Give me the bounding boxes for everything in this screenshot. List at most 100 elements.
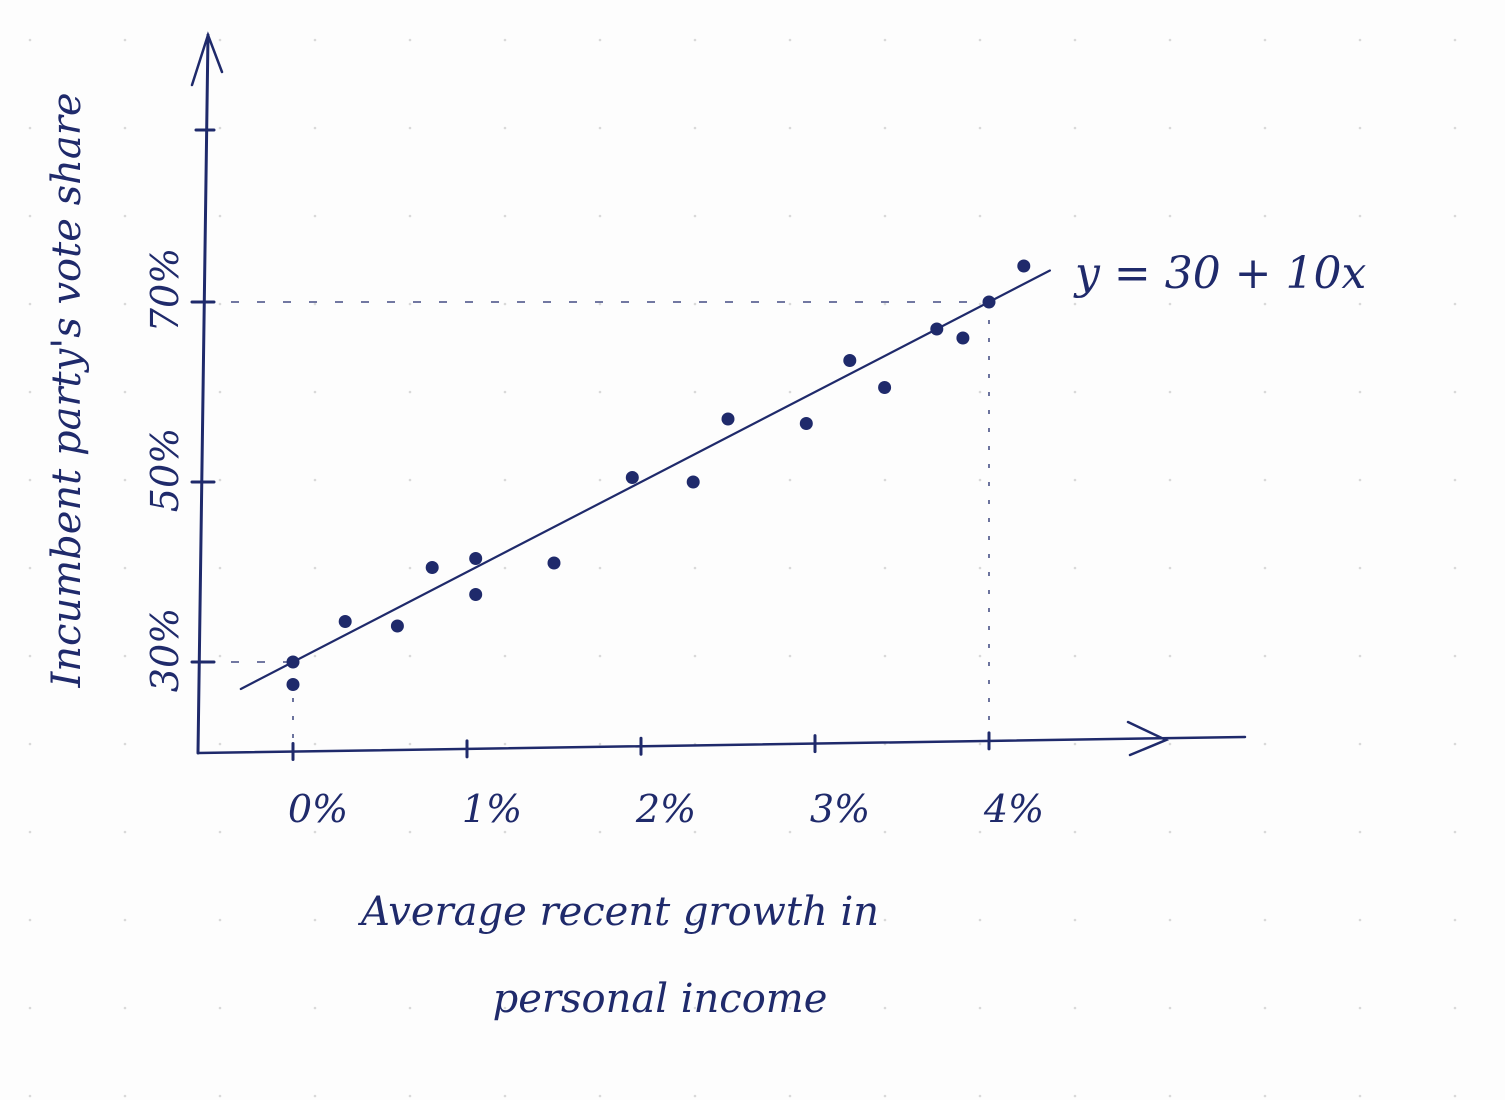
grid-dot	[1263, 654, 1267, 658]
grid-dot	[218, 918, 222, 922]
grid-dot	[598, 302, 602, 306]
data-point	[286, 678, 300, 691]
grid-dot	[1073, 1006, 1077, 1010]
grid-dot	[123, 126, 127, 130]
grid-dot	[1453, 126, 1457, 130]
grid-dot	[693, 38, 697, 42]
grid-dot	[1263, 830, 1267, 834]
grid-dot	[598, 126, 602, 130]
grid-dot	[1263, 214, 1267, 218]
grid-dot	[1453, 302, 1457, 306]
grid-dot	[123, 38, 127, 42]
grid-dot	[218, 214, 222, 218]
grid-dot	[218, 38, 222, 42]
x-axis	[196, 735, 1247, 755]
grid-dot	[978, 214, 982, 218]
grid-dot	[788, 214, 792, 218]
grid-dot	[598, 566, 602, 570]
grid-dot	[1073, 566, 1077, 570]
grid-dot	[218, 654, 222, 658]
grid-dot	[408, 566, 412, 570]
grid-dot	[1168, 654, 1172, 658]
grid-dot	[218, 1094, 222, 1098]
x-tick-label: 2%	[635, 787, 696, 831]
grid-dot	[408, 830, 412, 834]
grid-dot	[1263, 38, 1267, 42]
grid-dot	[978, 1006, 982, 1010]
grid-dot	[978, 478, 982, 482]
grid-dot	[408, 214, 412, 218]
data-point	[286, 655, 300, 669]
grid-dot	[313, 1094, 317, 1098]
grid-dot	[598, 214, 602, 218]
grid-dot	[1168, 830, 1172, 834]
data-point	[956, 331, 970, 345]
grid-dot	[1073, 742, 1077, 746]
grid-dot	[313, 742, 317, 746]
grid-dot	[883, 918, 887, 922]
grid-dot	[408, 1006, 412, 1010]
grid-dot	[978, 918, 982, 922]
grid-dot	[503, 1006, 507, 1010]
grid-dot	[1168, 214, 1172, 218]
grid-dot	[693, 830, 697, 834]
grid-dot	[1168, 478, 1172, 482]
grid-dot	[978, 1094, 982, 1098]
grid-dot	[503, 302, 507, 306]
grid-dot	[1453, 390, 1457, 394]
grid-dot	[788, 566, 792, 570]
x-tick-label: 3%	[810, 787, 870, 831]
grid-dot	[503, 38, 507, 42]
grid-dot	[313, 126, 317, 130]
grid-dot	[1168, 126, 1172, 130]
grid-dot	[218, 478, 222, 482]
grid-dot	[883, 1006, 887, 1010]
grid-dot	[313, 654, 317, 658]
grid-dot	[218, 566, 222, 570]
grid-dot	[313, 38, 317, 42]
grid-dot	[28, 654, 32, 658]
grid-dot	[503, 830, 507, 834]
grid-dot	[1453, 1006, 1457, 1010]
grid-dot	[123, 830, 127, 834]
grid-dot	[408, 742, 412, 746]
grid-dot	[693, 214, 697, 218]
data-point	[878, 381, 892, 394]
grid-dot	[408, 302, 412, 306]
grid-dot	[28, 742, 32, 746]
grid-dot	[883, 302, 887, 306]
x-tick-label: 1%	[462, 787, 522, 831]
grid-dot	[883, 1094, 887, 1098]
grid-dot	[1263, 1006, 1267, 1010]
grid-dot	[503, 566, 507, 570]
grid-dot	[598, 654, 602, 658]
grid-dot	[1263, 390, 1267, 394]
fit-line-group	[239, 269, 1052, 691]
data-point	[625, 471, 639, 484]
grid-dot	[28, 38, 32, 42]
grid-dot	[883, 654, 887, 658]
grid-dot	[598, 918, 602, 922]
grid-dot	[123, 390, 127, 394]
grid-dot	[123, 742, 127, 746]
paper-dot-grid	[28, 38, 1457, 1098]
grid-dot	[978, 38, 982, 42]
grid-dot	[883, 478, 887, 482]
data-point	[469, 552, 483, 565]
grid-dot	[788, 302, 792, 306]
grid-dot	[693, 1094, 697, 1098]
grid-dot	[1073, 38, 1077, 42]
grid-dot	[408, 654, 412, 658]
grid-dot	[978, 126, 982, 130]
grid-dot	[1453, 566, 1457, 570]
grid-dot	[313, 478, 317, 482]
grid-dot	[408, 918, 412, 922]
guide-lines	[205, 301, 990, 745]
x-axis-label-line-2: personal income	[493, 976, 828, 1022]
grid-dot	[978, 654, 982, 658]
grid-dot	[883, 38, 887, 42]
grid-dot	[1263, 1094, 1267, 1098]
grid-dot	[1453, 214, 1457, 218]
fit-line	[239, 269, 1052, 691]
